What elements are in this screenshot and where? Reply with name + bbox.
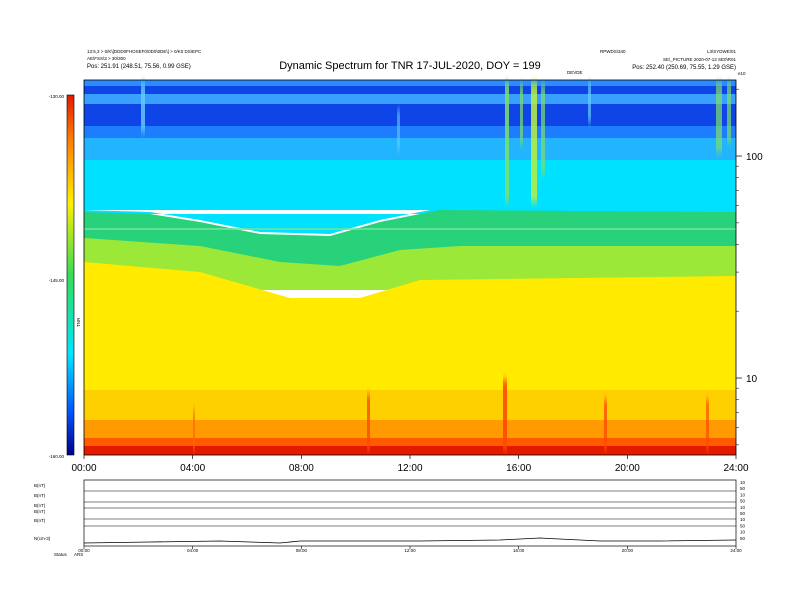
panel-x-tick-label: 16:00: [513, 548, 525, 553]
panel-right-tick-label: 50: [740, 499, 746, 504]
burst: [604, 400, 607, 450]
band-yellow: [84, 262, 736, 395]
burst: [541, 84, 545, 174]
panel-x-tick-label: 08:00: [296, 548, 308, 553]
panel-frame: [83, 479, 737, 547]
panel-x-tick-label: 12:00: [404, 548, 416, 553]
colorbar-tick-label: -130.00: [49, 94, 65, 99]
x-tick-label: 16:00: [506, 463, 531, 474]
x-tick-label: 20:00: [615, 463, 640, 474]
x-axis: 00:00 04:00 08:00 12:00 16:00 20:00 24:00: [71, 455, 749, 474]
band-blue-stripe: [84, 126, 736, 138]
burst: [367, 395, 370, 450]
panel-row-label: N(cm-3): [34, 536, 51, 541]
burst: [141, 82, 145, 132]
colorbar-label: TNR: [76, 317, 81, 327]
panel-x-tick-label: 04:00: [187, 548, 199, 553]
panel-row-label: B(nT): [34, 483, 46, 488]
y-tick-label: 10: [746, 374, 758, 385]
chart-title: Dynamic Spectrum for TNR 17-JUL-2020, DO…: [279, 60, 541, 72]
burst: [727, 82, 731, 142]
band-blue-stripe: [84, 80, 736, 86]
burst: [397, 110, 400, 150]
band-cyan-dip: [84, 208, 736, 234]
header-right-1: L3\SYDWE\01: [707, 49, 737, 54]
band-cyan: [84, 160, 736, 210]
colorbar-tick-label: -160.00: [49, 454, 65, 459]
small-mark: DEVDE: [567, 70, 583, 75]
band-blue-stripe: [84, 94, 736, 104]
x-tick-label: 00:00: [71, 463, 96, 474]
panel-right-tick-label: 50: [740, 486, 746, 491]
x-tick-label: 12:00: [397, 463, 422, 474]
panel-x-tick-label: 20:00: [622, 548, 634, 553]
band-deep-blue: [84, 80, 736, 130]
burst: [503, 380, 507, 450]
panel-x-axis: 00:00 04:00 08:00 12:00 16:00 20:00 24:00: [78, 546, 742, 553]
band-light-blue: [84, 138, 736, 160]
panel-right-tick-label: 50: [740, 536, 746, 541]
header-left-1: 13:5,3 > 0/K\[DDD0FHOSEF0\0D0\0DE\] > 0/…: [87, 49, 202, 54]
header-right-3: Pos: 252.40 (250.69, 75.55, 1.29 GSE): [632, 65, 736, 71]
header-mid: RPWDS\340: [600, 49, 626, 54]
x-tick-label: 08:00: [289, 463, 314, 474]
bottom-label: ARS: [74, 552, 83, 557]
y-tick-label: 100: [746, 152, 763, 163]
panel-right-tick-label: 10: [740, 505, 746, 510]
burst: [588, 82, 591, 122]
panel-row-label: B(nT): [34, 518, 46, 523]
band-red-orange: [84, 438, 736, 448]
burst: [505, 82, 509, 202]
header-right-2: SE\_PICTURE 2020-07-13 SE0\R01: [663, 57, 737, 62]
burst: [531, 82, 537, 202]
panel-right-tick-label: 10: [740, 492, 746, 497]
burst: [193, 410, 195, 450]
panel-right-tick-label: 10: [740, 480, 746, 485]
band-yellow-orange: [84, 390, 736, 422]
burst: [520, 84, 523, 144]
band-green-yellow: [84, 238, 736, 290]
header-left-2: AE\FSS\3 > 30\300: [87, 56, 126, 61]
panel-right-tick-label: 50: [740, 523, 746, 528]
spectrogram-plot: [83, 79, 737, 456]
panel-x-tick-label: 00:00: [78, 548, 90, 553]
colorbar-tick-label: -145.00: [49, 278, 65, 283]
band-red: [84, 446, 736, 455]
panel-right-tick-label: 10: [740, 530, 746, 535]
band-stripe: [84, 228, 736, 230]
x-tick-label: 04:00: [180, 463, 205, 474]
colorbar: [66, 94, 75, 456]
panel-right-tick-label: 10: [740, 517, 746, 522]
band-orange: [84, 420, 736, 440]
header-left-3: Pos: 251.91 (248.51, 75.56, 0.99 GSE): [87, 64, 191, 70]
burst: [706, 400, 709, 450]
x-tick-label: 24:00: [723, 463, 748, 474]
y-axis-top-label: e10: [738, 71, 746, 76]
panel-row-label: B(nT): [34, 503, 46, 508]
burst: [716, 82, 722, 152]
panel-trace: [83, 537, 737, 544]
bottom-label: Status: [54, 552, 68, 557]
y-axis: 100 10: [736, 88, 763, 446]
panel-right-tick-label: 50: [740, 511, 746, 516]
panel-row-label: B(nT): [34, 493, 46, 498]
timeseries-panel: B(nT) B(nT) B(nT) B(nT) B(nT) N(cm-3) 10…: [34, 479, 746, 557]
panel-row-label: B(nT): [34, 509, 46, 514]
panel-x-tick-label: 24:00: [730, 548, 742, 553]
